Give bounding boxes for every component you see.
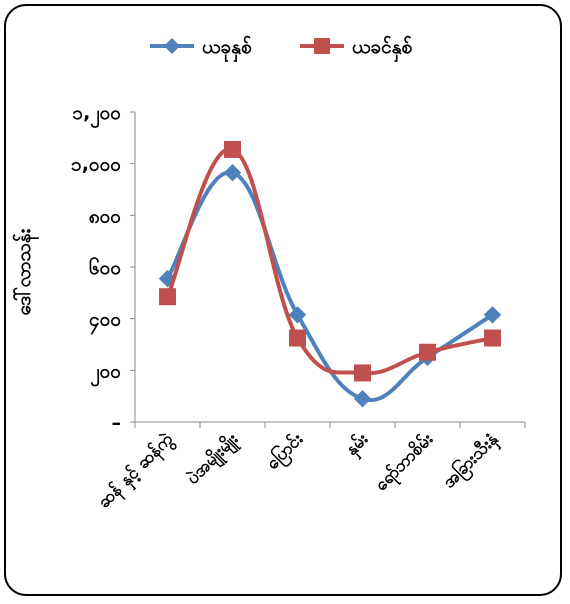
data-point xyxy=(419,343,436,361)
legend: ယခုနှစ် ယခင်နှစ် xyxy=(150,34,412,63)
data-point xyxy=(353,390,372,408)
plot-area xyxy=(158,140,502,408)
series-2 xyxy=(159,140,501,382)
x-category-label: နှမ်း xyxy=(341,428,375,462)
y-tick-label: – xyxy=(112,412,122,434)
x-category-label: ပြောင်း xyxy=(260,427,310,477)
y-axis-title: ဒေါ်လာသန်း xyxy=(11,228,40,315)
y-tick-label: ၈၀၀ xyxy=(89,205,122,227)
x-category-label: ဆန် နှင့် ဆန်ကွဲ xyxy=(93,428,180,515)
x-category-label: ရော်ဘာစိမ်း xyxy=(371,428,441,498)
data-point xyxy=(289,329,306,347)
legend-marker xyxy=(164,38,180,54)
y-tick-label: ၁,၂၀၀ xyxy=(72,102,121,129)
x-category-label: အခြားသီးနှံ xyxy=(437,427,505,495)
data-point xyxy=(288,306,307,324)
legend-marker xyxy=(314,38,330,54)
data-point xyxy=(484,329,501,347)
series-line xyxy=(165,147,493,376)
data-point xyxy=(483,306,502,324)
y-tick-label: ၁,၀၀၀ xyxy=(71,154,121,176)
legend-item: ယခုနှစ် xyxy=(150,34,252,63)
legend-item: ယခင်နှစ် xyxy=(300,34,412,63)
x-axis: ဆန် နှင့် ဆန်ကွဲ ပဲအမျိုးမျိုး ပြောင်း နှမ်… xyxy=(93,421,526,515)
y-tick-label: ၂၀၀ xyxy=(90,360,121,387)
series-line xyxy=(165,170,494,403)
legend-label: ယခုနှစ် xyxy=(202,34,252,63)
x-category-label: ပဲအမျိုးမျိုး xyxy=(182,428,245,491)
legend-label: ယခင်နှစ် xyxy=(352,34,412,63)
data-point xyxy=(223,164,242,182)
y-tick-label: ၆၀၀ xyxy=(89,255,121,279)
data-point xyxy=(159,288,176,306)
data-point xyxy=(224,140,241,158)
y-tick-label: ၄၀၀ xyxy=(89,309,121,336)
y-axis: – ၂၀၀ ၄၀၀ ၆၀၀ ၈၀၀ ၁,၀၀၀ ၁,၂၀၀ xyxy=(71,102,136,434)
data-point xyxy=(354,364,371,382)
